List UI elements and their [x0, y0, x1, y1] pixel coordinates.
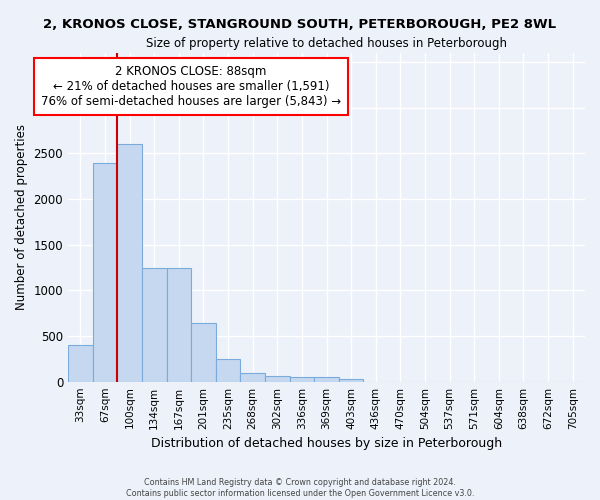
Bar — [92, 162, 117, 382]
Text: 2, KRONOS CLOSE, STANGROUND SOUTH, PETERBOROUGH, PE2 8WL: 2, KRONOS CLOSE, STANGROUND SOUTH, PETER… — [43, 18, 557, 30]
Y-axis label: Number of detached properties: Number of detached properties — [15, 124, 28, 310]
Bar — [241, 372, 265, 382]
Title: Size of property relative to detached houses in Peterborough: Size of property relative to detached ho… — [146, 38, 507, 51]
Bar — [339, 379, 364, 382]
Bar — [314, 376, 339, 382]
X-axis label: Distribution of detached houses by size in Peterborough: Distribution of detached houses by size … — [151, 437, 502, 450]
Bar — [191, 324, 216, 382]
Text: Contains HM Land Registry data © Crown copyright and database right 2024.
Contai: Contains HM Land Registry data © Crown c… — [126, 478, 474, 498]
Bar — [167, 268, 191, 382]
Bar — [216, 359, 241, 382]
Bar — [142, 268, 167, 382]
Text: 2 KRONOS CLOSE: 88sqm
← 21% of detached houses are smaller (1,591)
76% of semi-d: 2 KRONOS CLOSE: 88sqm ← 21% of detached … — [41, 66, 341, 108]
Bar — [117, 144, 142, 382]
Bar — [68, 345, 92, 382]
Bar — [290, 376, 314, 382]
Bar — [265, 376, 290, 382]
